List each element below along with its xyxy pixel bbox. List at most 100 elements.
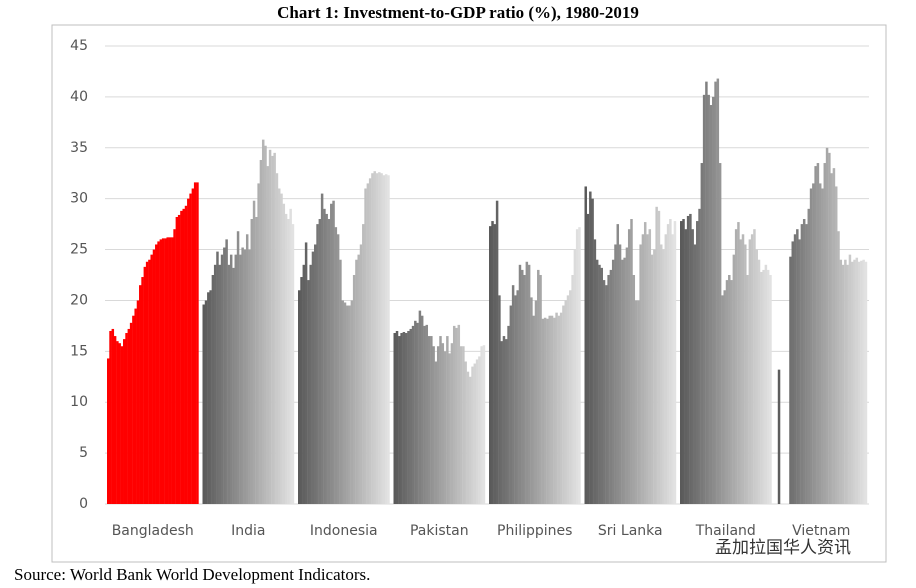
bar: [216, 251, 219, 504]
bar: [630, 219, 633, 504]
bar: [320, 193, 324, 505]
bar: [425, 324, 429, 504]
bar: [213, 264, 217, 504]
bar: [595, 259, 599, 504]
bar: [607, 275, 610, 504]
bar: [593, 239, 597, 504]
bar: [145, 261, 149, 504]
bar: [816, 163, 820, 505]
bar: [180, 210, 183, 504]
bar: [532, 315, 535, 504]
bar: [655, 206, 658, 504]
bar: [134, 308, 137, 504]
bar: [741, 234, 745, 505]
bar: [223, 247, 226, 504]
bar: [300, 277, 303, 504]
bar: [666, 224, 670, 504]
bar: [760, 271, 763, 504]
bar: [409, 328, 412, 504]
bar: [821, 188, 824, 504]
bar: [802, 219, 806, 504]
bar: [339, 259, 342, 504]
bar: [250, 219, 254, 504]
bar: [493, 224, 497, 504]
bar: [316, 224, 319, 504]
bar: [298, 290, 301, 504]
bar: [473, 363, 477, 504]
bar: [482, 345, 486, 504]
bar: [127, 328, 131, 504]
bar: [586, 213, 590, 504]
bar: [609, 269, 613, 504]
bar: [857, 261, 861, 504]
bar: [132, 315, 135, 504]
bar: [229, 254, 233, 504]
bar: [452, 325, 456, 504]
bar: [248, 249, 251, 504]
bar: [625, 247, 629, 504]
bar: [584, 186, 587, 504]
bar: [420, 315, 424, 504]
bar: [141, 277, 144, 504]
bar: [591, 198, 594, 504]
x-tick-label: Thailand: [695, 523, 756, 539]
bar: [196, 182, 199, 505]
bar: [330, 203, 333, 504]
bar: [546, 318, 549, 504]
bar: [123, 339, 126, 504]
bar: [598, 264, 601, 504]
bar: [832, 168, 836, 504]
bar: [462, 346, 465, 504]
bar: [798, 239, 801, 504]
bar: [732, 254, 736, 504]
bar: [311, 251, 315, 504]
bar: [523, 275, 526, 504]
bar: [143, 266, 147, 504]
y-tick-label: 15: [70, 343, 88, 359]
bar: [387, 175, 390, 504]
bar: [559, 312, 563, 504]
bar: [769, 275, 772, 504]
bar: [273, 152, 276, 504]
bar: [334, 227, 338, 505]
bar: [700, 163, 704, 505]
bar: [182, 208, 185, 504]
bar: [766, 269, 770, 504]
bar: [489, 226, 492, 504]
y-tick-label: 10: [70, 394, 88, 410]
bar: [323, 208, 326, 504]
bar: [302, 264, 306, 504]
bar: [686, 215, 690, 505]
bar: [411, 325, 415, 504]
x-tick-label: Vietnam: [792, 523, 850, 539]
bar: [241, 247, 244, 504]
y-tick-label: 45: [70, 38, 88, 54]
bar: [548, 315, 551, 504]
bar: [830, 173, 833, 504]
bar: [304, 242, 308, 505]
bar: [680, 221, 683, 504]
bar: [573, 249, 577, 504]
bar: [650, 254, 654, 504]
bar: [384, 174, 388, 505]
bar: [282, 203, 286, 504]
y-tick-label: 20: [70, 292, 88, 308]
bar: [125, 333, 128, 504]
bar: [855, 257, 859, 504]
bar: [721, 295, 724, 504]
bar: [416, 322, 419, 504]
bar: [550, 315, 554, 504]
bar: [837, 231, 840, 505]
bar: [252, 200, 256, 505]
bar: [812, 183, 815, 504]
bar: [173, 229, 176, 504]
bar: [611, 259, 615, 504]
bar: [464, 361, 467, 504]
bar: [332, 200, 335, 505]
watermark: 孟加拉国华人资讯: [715, 538, 851, 558]
bar: [318, 219, 322, 504]
bar: [211, 275, 215, 504]
bar: [380, 173, 383, 504]
bar: [757, 259, 761, 504]
bar: [225, 239, 228, 504]
